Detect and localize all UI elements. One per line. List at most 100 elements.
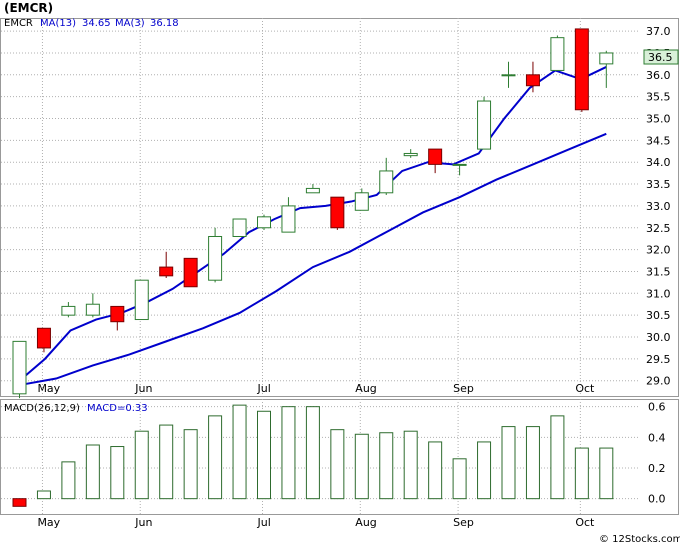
macd-bar [379, 432, 394, 500]
candle-up [550, 37, 565, 71]
macd-x-label: Oct [575, 516, 595, 529]
candle-up [257, 216, 271, 229]
candle-down [36, 327, 51, 349]
ma13-line [19, 132, 607, 387]
price-tick-label: 33.5 [646, 178, 671, 191]
macd-tick-label: 0.4 [648, 431, 666, 444]
macd-bar [550, 415, 565, 500]
last-price-box [643, 49, 679, 65]
candle-up [477, 100, 492, 150]
candles-layer [12, 28, 614, 399]
price-tick-label: 29.0 [646, 375, 671, 388]
macd-x-label: May [37, 516, 60, 529]
ma3-line [18, 66, 607, 382]
price-tick-label: 30.5 [646, 309, 671, 322]
legend-ma13-value: 34.65 [82, 18, 111, 29]
candle-up [354, 192, 369, 211]
price-tick-label: 30.0 [646, 331, 671, 344]
macd-bar [134, 430, 149, 500]
last-price-label: 36.5 [648, 51, 673, 64]
ma13-layer [19, 132, 607, 387]
price-x-label: May [37, 382, 60, 395]
macd-bar [330, 429, 345, 500]
macd-bar [281, 406, 296, 500]
x-axis-labels: May May Jun Jun Jul Jul Aug Aug Sep Sep Oct Oct [37, 382, 595, 529]
price-tick-label: 33.0 [646, 200, 671, 213]
macd-panel-frame [0, 399, 679, 515]
price-tick-label: 36.0 [646, 69, 671, 82]
legend-macd-label: MACD(26,12,9) [4, 403, 80, 414]
macd-bar [501, 426, 516, 500]
macd-bar [525, 426, 540, 500]
candle-down [525, 74, 540, 87]
macd-bar [574, 447, 589, 500]
price-tick-label: 34.5 [646, 134, 671, 147]
candle-up [208, 235, 223, 281]
candle-up [501, 74, 516, 77]
price-x-label: Aug [355, 382, 376, 395]
candle-up [85, 303, 100, 316]
legend-ma3-value: 36.18 [150, 18, 179, 29]
price-tick-label: 35.5 [646, 91, 671, 104]
macd-bar [61, 461, 76, 500]
candle-up [379, 170, 394, 194]
candle-up [134, 279, 149, 321]
macd-bar [354, 433, 369, 500]
candle-down [330, 196, 345, 229]
macd-bar [110, 446, 125, 500]
price-tick-label: 32.5 [646, 222, 671, 235]
macd-bar [477, 441, 492, 500]
macd-bar [305, 406, 320, 500]
macd-bar [12, 498, 27, 507]
candle-down [183, 257, 198, 288]
macd-bar [85, 444, 100, 500]
chart-title: (EMCR) [4, 1, 54, 15]
candle-up [599, 52, 614, 65]
price-panel-frame [0, 18, 679, 397]
macd-bars-layer [12, 404, 614, 507]
macd-bar [183, 429, 198, 500]
macd-tick-label: 0.6 [648, 401, 666, 414]
macd-bar [452, 458, 467, 500]
macd-bar [159, 424, 174, 500]
legend-ma3-label: MA(3) [115, 18, 145, 29]
macd-tick-labels: 0.0 0.2 0.4 0.6 [648, 401, 666, 506]
candle-down [159, 266, 174, 277]
legend-ma13-label: MA(13) [40, 18, 76, 29]
candle-up [12, 340, 27, 395]
price-x-label: Oct [575, 382, 595, 395]
price-tick-label: 32.0 [646, 244, 671, 257]
candle-down [574, 28, 589, 111]
candle-up [403, 152, 418, 157]
candle-down [110, 305, 125, 323]
candle-up [281, 205, 296, 233]
macd-bar [232, 404, 247, 500]
macd-bar [599, 447, 614, 500]
macd-bar [36, 490, 51, 500]
macd-bar [403, 430, 418, 500]
ma3-layer [18, 66, 607, 382]
macd-bar [257, 410, 271, 500]
candle-down [428, 148, 443, 165]
price-tick-label: 31.0 [646, 287, 671, 300]
candle-up [61, 305, 76, 316]
candle-up [305, 187, 320, 194]
price-tick-label: 31.5 [646, 265, 671, 278]
macd-x-label: Aug [355, 516, 376, 529]
macd-bar [428, 441, 443, 500]
price-x-label: Jul [257, 382, 271, 395]
price-tick-label: 35.0 [646, 113, 671, 126]
price-x-label: Sep [453, 382, 474, 395]
macd-x-label: Jul [257, 516, 271, 529]
legend-symbol: EMCR [4, 18, 33, 29]
macd-tick-label: 0.0 [648, 493, 666, 506]
legend-macd-value: MACD=0.33 [87, 403, 148, 414]
candle-up [232, 218, 247, 237]
price-tick-label: 37.0 [646, 25, 671, 38]
macd-tick-label: 0.2 [648, 462, 666, 475]
credit: © 12Stocks.com [599, 534, 680, 545]
candle-up [452, 163, 467, 166]
macd-bar [208, 415, 223, 500]
price-tick-label: 34.0 [646, 156, 671, 169]
